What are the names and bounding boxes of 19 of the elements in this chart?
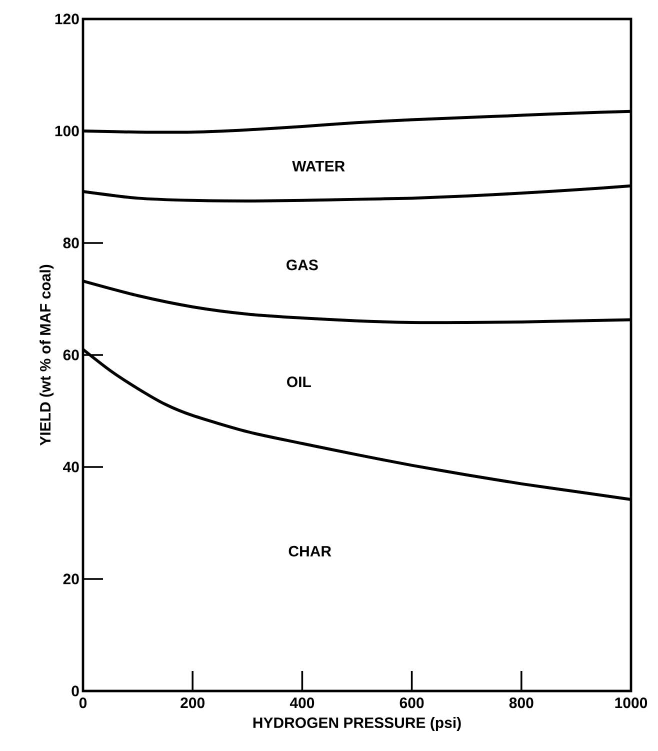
annotation: WATER — [292, 160, 345, 172]
y-tick-label: 0 — [72, 686, 79, 696]
y-tick-label: 120 — [55, 14, 79, 24]
annotation: GAS — [286, 260, 318, 270]
x-tick-label: 800 — [509, 698, 534, 708]
x-tick-label: 600 — [400, 698, 424, 708]
x-tick-label: 1000 — [615, 698, 648, 708]
y-axis-title: YIELD (wt % of MAF coal) — [40, 264, 54, 446]
x-tick-label: 200 — [180, 698, 204, 708]
annotation: CHAR — [288, 546, 332, 557]
y-tick-label: 100 — [55, 126, 79, 136]
annotation: OIL — [287, 376, 311, 388]
x-tick-label: 0 — [79, 698, 87, 708]
y-tick-label: 60 — [63, 350, 79, 360]
y-tick-label: 40 — [63, 462, 79, 472]
x-tick-label: 400 — [290, 698, 314, 708]
x-axis-title: HYDROGEN PRESSURE (psi) — [253, 717, 461, 731]
y-tick-label: 80 — [63, 238, 79, 248]
y-tick-label: 20 — [63, 574, 79, 584]
